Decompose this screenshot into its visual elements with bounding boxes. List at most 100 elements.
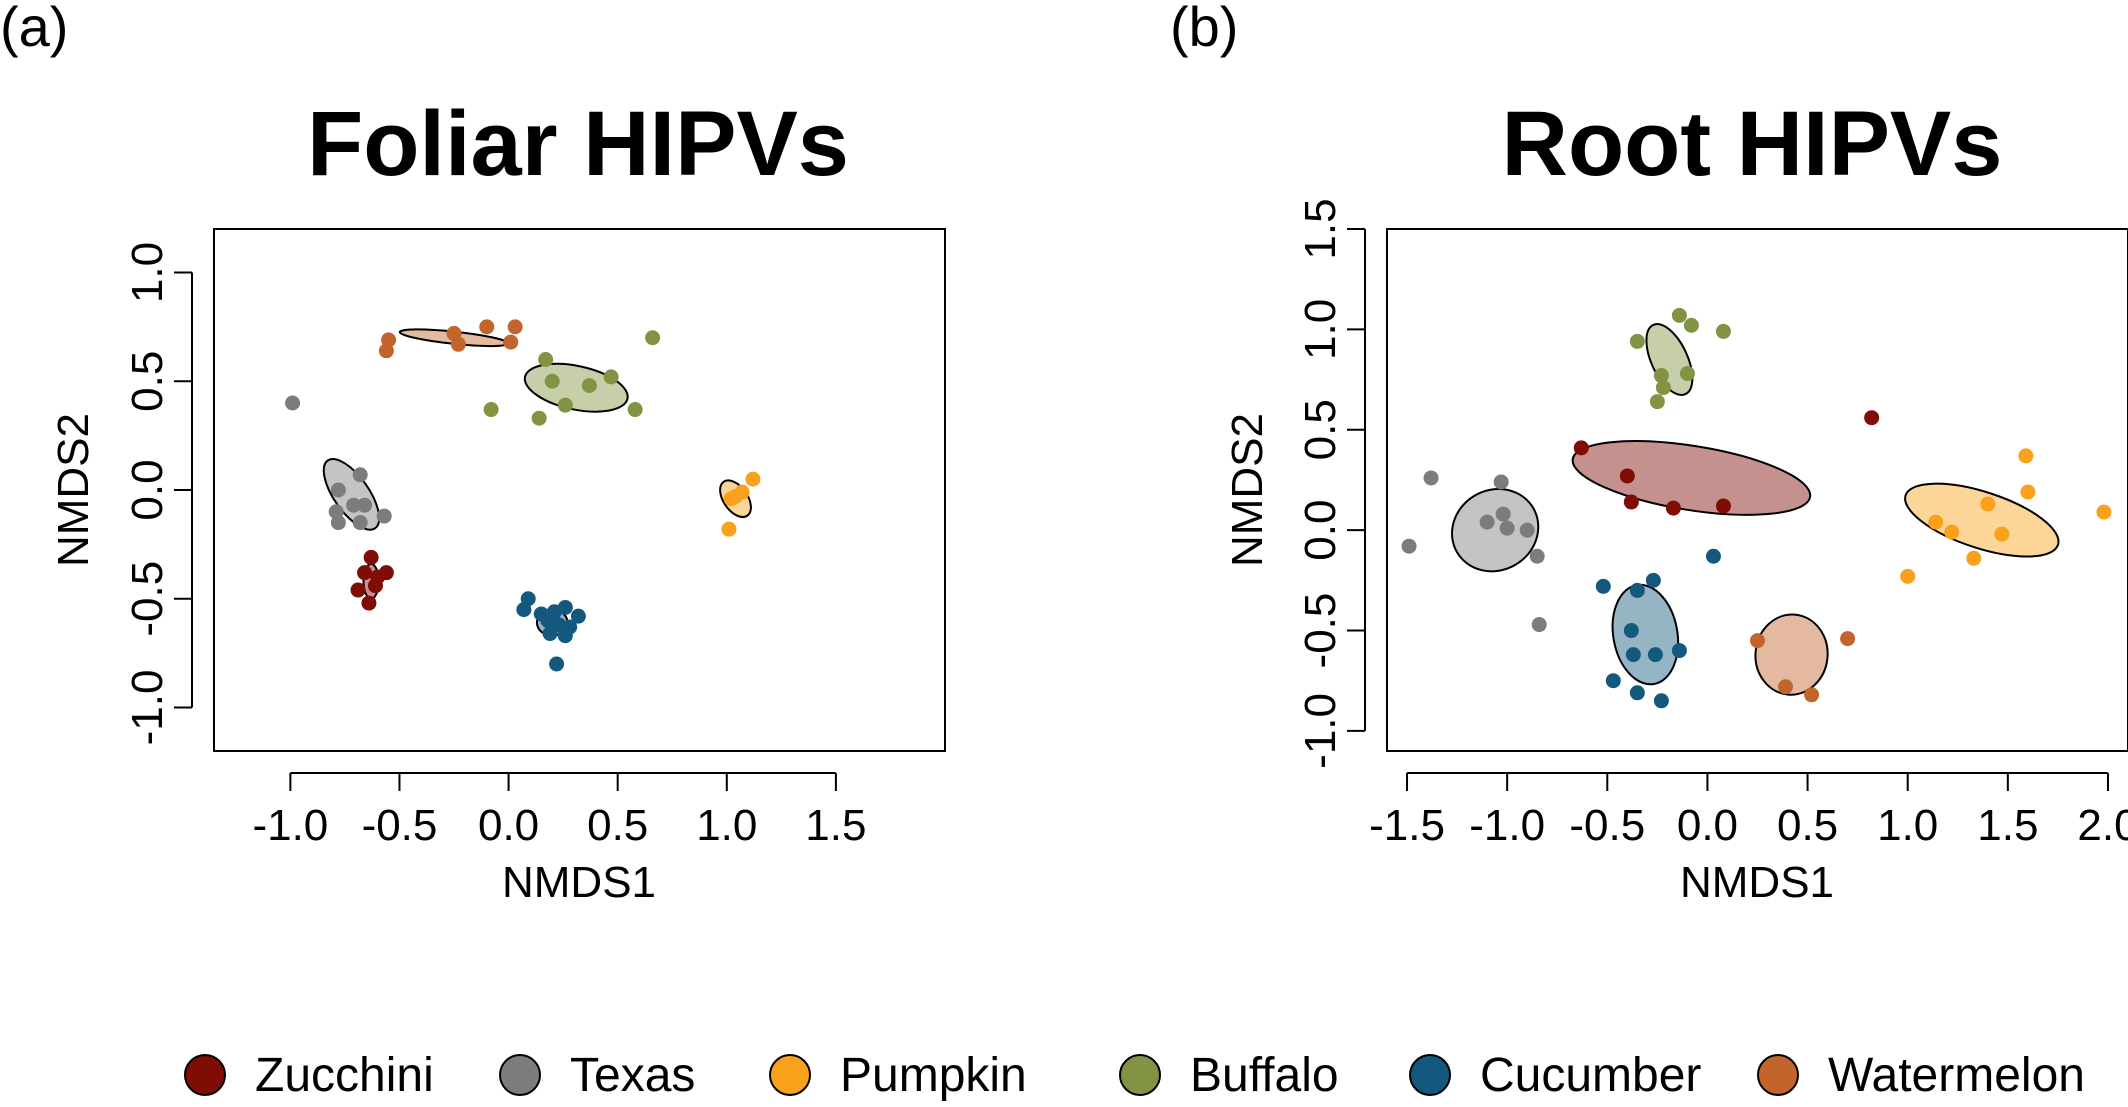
panel-b-x-tick-label: 0.0 xyxy=(1677,801,1738,850)
panel-a-point-buffalo xyxy=(538,352,554,367)
panel-a-point-watermelon xyxy=(503,334,519,350)
panel-a-x-tick-label: -1.0 xyxy=(252,801,328,850)
panel-b-point-buffalo xyxy=(1655,380,1671,396)
panel-b-plot: -1.5 -1.0 -0.5 0.0 0.5 1.0 1.5 2.0 -1.0 -0.5 0.0 0.… xyxy=(1296,198,2128,850)
panel-a-plot: -1.0 -0.5 0.0 0.5 1.0 1.5 -1.0 -0.5 0.0 0.5 1.0 xyxy=(123,242,866,850)
panel-b-point-zucchini xyxy=(1623,494,1639,510)
legend: Zucchini Texas Pumpkin Buffalo Cucumber Water… xyxy=(184,1049,2085,1102)
panel-a-y-axis-label: NMDS2 xyxy=(49,413,98,567)
panel-b-point-pumpkin xyxy=(2096,504,2112,520)
panel-b-point-texas xyxy=(1531,617,1547,633)
legend-swatch-pumpkin xyxy=(769,1054,811,1096)
panel-a-point-zucchini xyxy=(361,595,377,611)
panel-a-point-zucchini xyxy=(363,549,379,565)
legend-label-texas: Texas xyxy=(570,1049,695,1102)
panel-b-point-pumpkin xyxy=(1928,514,1944,530)
panel-b-point-buffalo xyxy=(1715,323,1731,339)
panel-a-point-texas xyxy=(357,497,373,513)
panel-b-point-texas xyxy=(1519,522,1535,538)
panel-a-point-zucchini xyxy=(370,569,386,585)
panel-b-label: (b) xyxy=(1170,0,1238,58)
legend-swatch-cucumber xyxy=(1409,1054,1451,1096)
panel-a-y-tick-label: 0.5 xyxy=(123,351,172,412)
panel-a-point-buffalo xyxy=(483,402,499,418)
panel-a-point-cucumber xyxy=(557,628,573,644)
panel-a-ellipse-texas xyxy=(322,458,381,531)
panel-a-point-buffalo xyxy=(531,410,547,426)
panel-a-y-tick-label: 0.0 xyxy=(123,459,172,520)
legend-swatch-texas xyxy=(499,1054,541,1096)
panel-a-point-zucchini xyxy=(350,582,366,598)
panel-b: (b) Root HIPVs -1.5 -1.0 -0.5 0.0 0.5 1.0 1.5 2… xyxy=(1170,0,2128,907)
panel-b-x-tick-label: 1.5 xyxy=(1977,801,2038,850)
panel-b-x-tick-label: -1.0 xyxy=(1469,801,1545,850)
panel-a-point-texas xyxy=(330,515,346,531)
panel-b-point-cucumber xyxy=(1647,647,1663,663)
panel-b-x-tick-label: 0.5 xyxy=(1777,801,1838,850)
legend-label-buffalo: Buffalo xyxy=(1190,1049,1339,1102)
panel-a-x-axis-label: NMDS1 xyxy=(502,858,656,907)
panel-b-point-buffalo xyxy=(1649,394,1665,410)
panel-b-point-texas xyxy=(1493,474,1509,490)
panel-a-x-tick-label: 0.5 xyxy=(587,801,648,850)
legend-label-pumpkin: Pumpkin xyxy=(840,1049,1027,1102)
panel-b-point-zucchini xyxy=(1864,410,1880,426)
panel-b-x-tick-label: -0.5 xyxy=(1569,801,1645,850)
panel-b-y-tick-label: 1.0 xyxy=(1296,299,1345,360)
panel-b-ellipse-zucchini xyxy=(1571,440,1812,516)
panel-a-point-watermelon xyxy=(479,319,495,335)
panel-a-title: Foliar HIPVs xyxy=(307,93,849,195)
panel-b-point-buffalo xyxy=(1683,317,1699,333)
panel-a-point-buffalo xyxy=(603,369,619,385)
panel-a-x-tick-label: -0.5 xyxy=(362,801,438,850)
panel-a-point-cucumber xyxy=(542,626,558,642)
panel-b-point-pumpkin xyxy=(2020,484,2036,500)
panel-a-y-tick-label: -1.0 xyxy=(123,670,172,746)
panel-a-point-cucumber xyxy=(557,599,573,615)
panel-a-point-cucumber xyxy=(570,608,586,624)
legend-label-zucchini: Zucchini xyxy=(255,1049,434,1102)
panel-b-point-cucumber xyxy=(1605,673,1621,689)
panel-b-point-zucchini xyxy=(1665,500,1681,516)
panel-b-ellipse-cucumber xyxy=(1611,583,1680,686)
panel-a-ellipse-buffalo xyxy=(523,362,629,413)
panel-b-y-tick-label: 1.5 xyxy=(1296,198,1345,259)
panel-b-point-texas xyxy=(1495,506,1511,522)
panel-b-point-texas xyxy=(1401,538,1417,554)
panel-b-point-pumpkin xyxy=(1900,568,1916,584)
panel-a-point-texas xyxy=(346,497,362,513)
panel-b-y-axis-label: NMDS2 xyxy=(1223,413,1272,567)
panel-a-y-tick-label: 1.0 xyxy=(123,242,172,303)
panel-a-point-pumpkin xyxy=(734,484,750,500)
panel-b-point-watermelon xyxy=(1840,631,1856,647)
panel-b-point-cucumber xyxy=(1645,572,1661,588)
panel-b-point-zucchini xyxy=(1715,498,1731,514)
panel-a-point-pumpkin xyxy=(745,471,761,487)
panel-a-plot-frame xyxy=(213,228,946,752)
panel-a-point-cucumber xyxy=(549,656,565,672)
panel-b-x-axis-label: NMDS1 xyxy=(1680,858,1834,907)
panel-b-point-zucchini xyxy=(1619,468,1635,484)
panel-b-point-cucumber xyxy=(1629,582,1645,598)
panel-b-point-buffalo xyxy=(1671,307,1687,323)
panel-a-point-buffalo xyxy=(544,373,560,389)
panel-b-ellipse-watermelon xyxy=(1754,613,1829,696)
panel-a-point-watermelon xyxy=(450,336,466,352)
panel-b-x-tick-label: 1.0 xyxy=(1877,801,1938,850)
panel-b-y-tick-label: 0.5 xyxy=(1296,399,1345,460)
panel-b-point-pumpkin xyxy=(1944,524,1960,540)
panel-a-point-texas xyxy=(352,467,368,483)
panel-a-point-watermelon xyxy=(507,319,523,335)
panel-b-point-watermelon xyxy=(1778,679,1794,695)
panel-b-point-watermelon xyxy=(1804,687,1820,703)
panel-b-point-texas xyxy=(1529,548,1545,564)
panel-b-x-tick-label: -1.5 xyxy=(1369,801,1445,850)
panel-b-point-texas xyxy=(1499,520,1515,536)
panel-a-point-texas xyxy=(330,482,346,498)
panel-a-x-tick-label: 0.0 xyxy=(478,801,539,850)
panel-a-point-buffalo xyxy=(557,397,573,413)
panel-a-y-tick-label: -0.5 xyxy=(123,561,172,637)
panel-b-point-texas xyxy=(1479,514,1495,530)
panel-a-point-texas xyxy=(285,395,301,411)
legend-label-cucumber: Cucumber xyxy=(1480,1049,1701,1102)
